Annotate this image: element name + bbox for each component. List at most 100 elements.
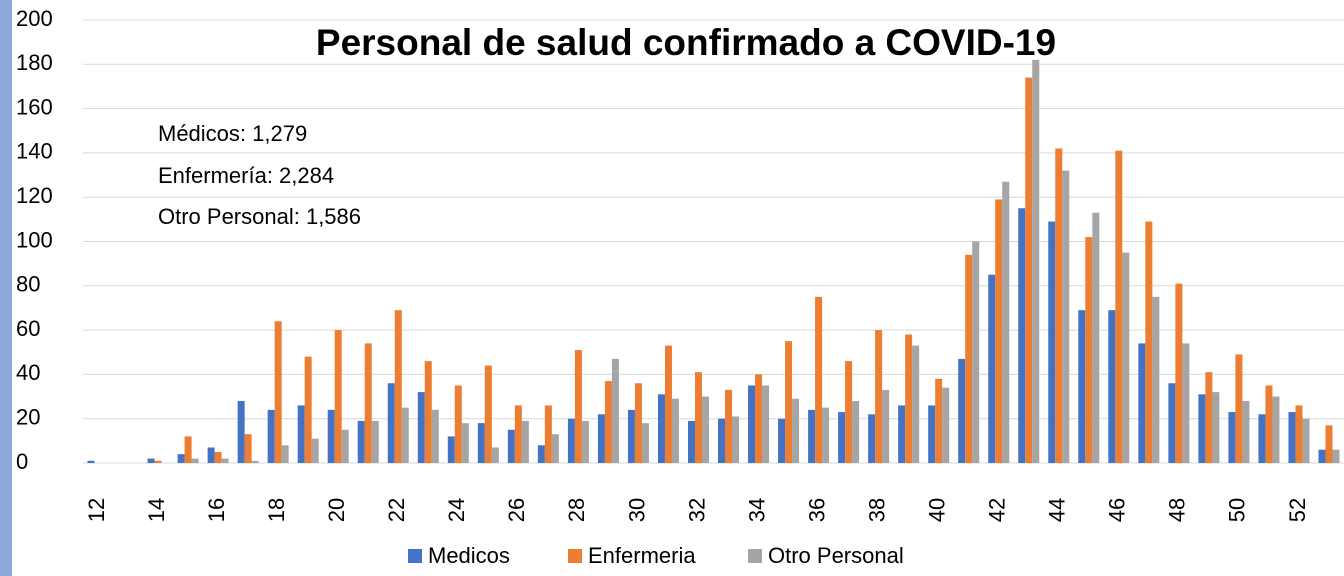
bar: [972, 241, 980, 463]
x-tick-label: 16: [204, 498, 229, 522]
annotation: Enfermería: 2,284: [158, 163, 334, 188]
bar: [1228, 412, 1236, 463]
bar: [1145, 221, 1153, 463]
bar: [838, 412, 846, 463]
bar: [641, 423, 649, 463]
bar: [1198, 394, 1206, 463]
bar: [694, 372, 702, 463]
bar: [387, 383, 395, 463]
bar: [604, 381, 612, 463]
bar: [718, 418, 726, 463]
bar: [1152, 296, 1160, 463]
bar: [1332, 449, 1340, 463]
bar: [882, 389, 890, 463]
x-tick-label: 18: [264, 498, 289, 522]
x-tick-label: 22: [384, 498, 409, 522]
legend-label: Enfermeria: [588, 543, 696, 568]
x-tick-label: 34: [744, 498, 769, 522]
bar: [942, 387, 950, 463]
bar: [431, 409, 439, 463]
bar: [567, 418, 575, 463]
bar: [912, 345, 920, 463]
bar: [875, 330, 883, 463]
bar: [755, 374, 763, 463]
y-tick-label: 100: [16, 227, 53, 252]
bar: [551, 434, 559, 463]
bar: [1272, 396, 1280, 463]
bar: [627, 409, 635, 463]
y-tick-label: 0: [16, 449, 28, 474]
x-tick-label: 42: [985, 498, 1010, 522]
bar: [311, 438, 319, 463]
bar: [221, 458, 229, 463]
y-tick-label: 200: [16, 6, 53, 31]
bar: [491, 447, 499, 463]
bar: [514, 405, 522, 463]
bar: [988, 274, 996, 463]
y-tick-label: 60: [16, 316, 40, 341]
bar: [521, 420, 529, 463]
bar: [237, 400, 245, 463]
x-tick-label: 32: [684, 498, 709, 522]
bar: [507, 429, 515, 463]
legend-swatch: [568, 549, 582, 563]
bar: [214, 451, 222, 463]
bar: [1108, 310, 1116, 463]
x-tick-label: 40: [924, 498, 949, 522]
x-tick-label: 36: [804, 498, 829, 522]
bar: [574, 350, 582, 463]
x-tick-label: 28: [564, 498, 589, 522]
bar: [244, 434, 252, 463]
bar: [958, 358, 966, 463]
y-tick-label: 80: [16, 272, 40, 297]
bar: [191, 458, 199, 463]
bar: [792, 398, 800, 463]
bar: [1062, 170, 1070, 463]
bar: [905, 334, 913, 463]
y-tick-label: 160: [16, 94, 53, 119]
bar: [732, 416, 740, 463]
bar: [461, 423, 469, 463]
bar: [394, 310, 402, 463]
bar: [154, 460, 162, 463]
bar: [1265, 385, 1273, 463]
bar: [822, 407, 830, 463]
bar: [1212, 392, 1220, 463]
bar: [297, 405, 305, 463]
bar: [267, 409, 275, 463]
bar: [748, 385, 756, 463]
bar: [401, 407, 409, 463]
bar: [1115, 150, 1123, 463]
bar: [687, 420, 695, 463]
bar: [184, 436, 192, 463]
bar: [87, 460, 95, 463]
bar: [1175, 283, 1183, 463]
bar: [701, 396, 709, 463]
bar: [334, 330, 342, 463]
bar: [417, 392, 425, 463]
side-strip: [0, 0, 12, 576]
bar: [357, 420, 365, 463]
bar: [1318, 449, 1326, 463]
bar: [484, 365, 492, 463]
bar: [725, 389, 733, 463]
x-tick-label: 20: [324, 498, 349, 522]
bar: [1205, 372, 1213, 463]
bar: [251, 460, 259, 463]
bar: [852, 400, 860, 463]
bar: [1138, 343, 1146, 463]
x-tick-label: 52: [1285, 498, 1310, 522]
bar: [1182, 343, 1190, 463]
legend-swatch: [408, 549, 422, 563]
bar: [1302, 418, 1310, 463]
bar: [1242, 400, 1250, 463]
bar: [1295, 405, 1303, 463]
bar: [1122, 252, 1130, 463]
bar: [965, 254, 973, 463]
y-tick-label: 140: [16, 139, 53, 164]
bar: [1085, 237, 1093, 463]
x-tick-label: 26: [504, 498, 529, 522]
bar: [544, 405, 552, 463]
bar: [341, 429, 349, 463]
bar: [762, 385, 770, 463]
